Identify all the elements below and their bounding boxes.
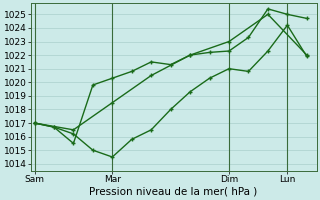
X-axis label: Pression niveau de la mer( hPa ): Pression niveau de la mer( hPa ) xyxy=(90,187,258,197)
